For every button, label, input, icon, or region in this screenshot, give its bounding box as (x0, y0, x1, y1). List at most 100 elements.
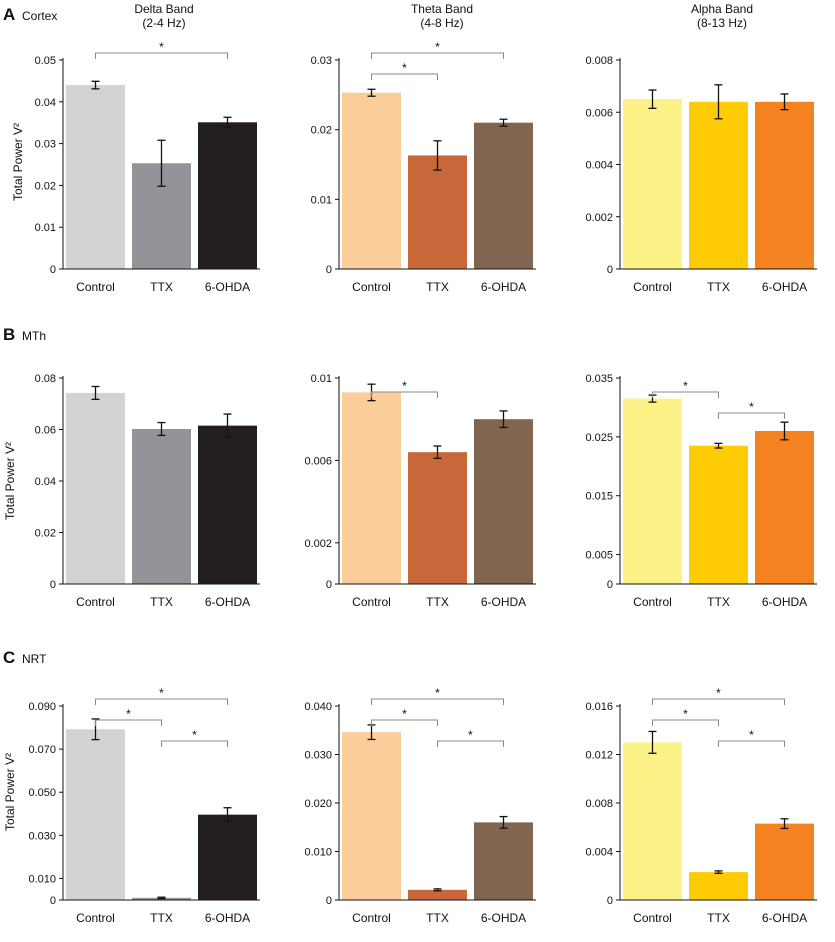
y-tick-label: 0.04 (35, 476, 56, 488)
band-range-delta: (2-4 Hz) (142, 16, 185, 30)
category-label-6-ohda: 6-OHDA (205, 911, 250, 925)
category-label-ttx: TTX (150, 280, 173, 294)
y-tick-label: 0.01 (311, 373, 332, 385)
significance-bracket (718, 412, 785, 419)
significance-bracket (437, 740, 504, 747)
bar-ttx (408, 452, 467, 584)
y-tick-label: 0 (326, 895, 332, 907)
band-title-delta: Delta Band (134, 2, 193, 16)
category-label-control: Control (76, 595, 115, 609)
significance-star: * (716, 686, 721, 700)
y-tick-label: 0.01 (311, 194, 332, 206)
y-tick-label: 0.070 (28, 744, 56, 756)
chart-b-theta-band: 0 0.002 0.006 0.01 Control TTX 6-OHDA * (304, 373, 536, 609)
significance-bracket (95, 719, 162, 726)
significance-star: * (402, 379, 407, 393)
significance-bracket (371, 719, 438, 726)
y-tick-label: 0.004 (585, 847, 613, 859)
significance-star: * (683, 707, 688, 721)
chart-a-delta-band: 0 0.01 0.02 0.03 0.04 0.05 Control TTX 6-OHDA * (35, 40, 260, 294)
category-label-6-ohda: 6-OHDA (762, 911, 807, 925)
category-label-control: Control (76, 911, 115, 925)
y-tick-label: 0 (50, 895, 56, 907)
chart-a-theta-band: 0 0.01 0.02 0.03 Control TTX 6-OHDA * * (311, 40, 536, 294)
row-name-cortex: Cortex (22, 9, 57, 23)
significance-bracket (652, 391, 719, 398)
ylabel-row-a: Total Power V² (11, 123, 25, 201)
y-tick-label: 0.01 (35, 222, 56, 234)
y-tick-label: 0.012 (585, 750, 613, 762)
y-tick-label: 0 (326, 579, 332, 591)
y-tick-label: 0.002 (304, 538, 332, 550)
y-tick-label: 0 (607, 895, 613, 907)
category-label-ttx: TTX (150, 595, 173, 609)
category-label-ttx: TTX (426, 280, 449, 294)
chart-c-delta-band: 0 0.010 0.030 0.050 0.070 0.090 Control TTX 6-OH… (28, 686, 260, 925)
y-tick-label: 0.035 (585, 373, 613, 385)
y-tick-label: 0.016 (585, 701, 613, 713)
bar-control (66, 85, 125, 269)
bar-control (623, 398, 682, 584)
bar-6-ohda (198, 122, 257, 269)
significance-bracket (652, 719, 719, 726)
bar-control (66, 392, 125, 584)
y-tick-label: 0.05 (35, 55, 56, 67)
y-tick-label: 0.005 (585, 550, 613, 562)
significance-bracket (95, 698, 228, 705)
band-range-theta: (4-8 Hz) (420, 16, 463, 30)
y-tick-label: 0.020 (304, 798, 332, 810)
category-label-control: Control (633, 911, 672, 925)
significance-bracket (371, 52, 504, 59)
bar-6-ohda (474, 822, 533, 900)
chart-b-alpha-band: 0 0.005 0.015 0.025 0.035 Control TTX 6-OHDA * * (585, 373, 817, 609)
ylabel-row-c: Total Power V² (3, 753, 17, 831)
y-tick-label: 0.08 (35, 373, 56, 385)
y-tick-label: 0.04 (35, 97, 56, 109)
band-title-alpha: Alpha Band (691, 2, 753, 16)
chart-a-alpha-band: 0 0.002 0.004 0.006 0.008 Control TTX 6-OHDA (585, 55, 817, 294)
category-label-control: Control (352, 280, 391, 294)
category-label-ttx: TTX (150, 911, 173, 925)
bar-6-ohda (755, 823, 814, 900)
y-tick-label: 0.002 (585, 212, 613, 224)
bar-control (342, 392, 401, 584)
bar-ttx (689, 872, 748, 900)
significance-bracket (371, 698, 504, 705)
category-label-control: Control (76, 280, 115, 294)
row-letter-a: A (3, 5, 15, 24)
category-label-6-ohda: 6-OHDA (205, 595, 250, 609)
bar-control (342, 732, 401, 900)
bar-6-ohda (474, 419, 533, 584)
bar-6-ohda (474, 122, 533, 269)
y-tick-label: 0.015 (585, 491, 613, 503)
significance-bracket (371, 391, 438, 398)
y-tick-label: 0 (50, 579, 56, 591)
category-label-6-ohda: 6-OHDA (762, 280, 807, 294)
significance-bracket (161, 740, 228, 747)
significance-star: * (683, 379, 688, 393)
significance-star: * (749, 400, 754, 414)
band-title-theta: Theta Band (411, 2, 473, 16)
row-name-nrt: NRT (22, 652, 47, 666)
bar-6-ohda (755, 430, 814, 584)
row-letter-c: C (3, 648, 15, 667)
y-tick-label: 0.030 (304, 750, 332, 762)
chart-b-delta-band: 0 0.02 0.04 0.06 0.08 Control TTX 6-OHDA (35, 373, 260, 609)
significance-star: * (159, 686, 164, 700)
y-tick-label: 0.006 (585, 107, 613, 119)
band-range-alpha: (8-13 Hz) (697, 16, 747, 30)
y-tick-label: 0.02 (35, 528, 56, 540)
category-label-control: Control (633, 280, 672, 294)
significance-star: * (435, 40, 440, 54)
bar-control (623, 742, 682, 900)
chart-c-theta-band: 0 0.010 0.020 0.030 0.040 Control TTX 6-OHDA * * * (304, 686, 536, 925)
category-label-control: Control (352, 595, 391, 609)
significance-bracket (371, 73, 438, 80)
category-label-6-ohda: 6-OHDA (205, 280, 250, 294)
y-tick-label: 0.008 (585, 55, 613, 67)
y-tick-label: 0 (326, 264, 332, 276)
category-label-control: Control (352, 911, 391, 925)
bar-control (623, 99, 682, 269)
